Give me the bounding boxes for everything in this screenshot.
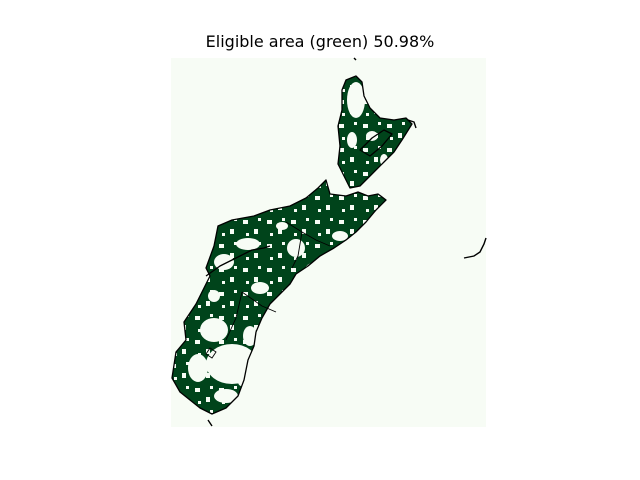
bras-dor-lake-outline	[359, 129, 393, 157]
minas-basin-coastline	[205, 245, 271, 277]
mainland-coastline	[171, 179, 387, 415]
cape-breton-coastline	[337, 75, 413, 189]
figure-title: Eligible area (green) 50.98%	[205, 32, 435, 51]
county-boundaries	[205, 221, 331, 359]
small-islands	[207, 57, 487, 427]
